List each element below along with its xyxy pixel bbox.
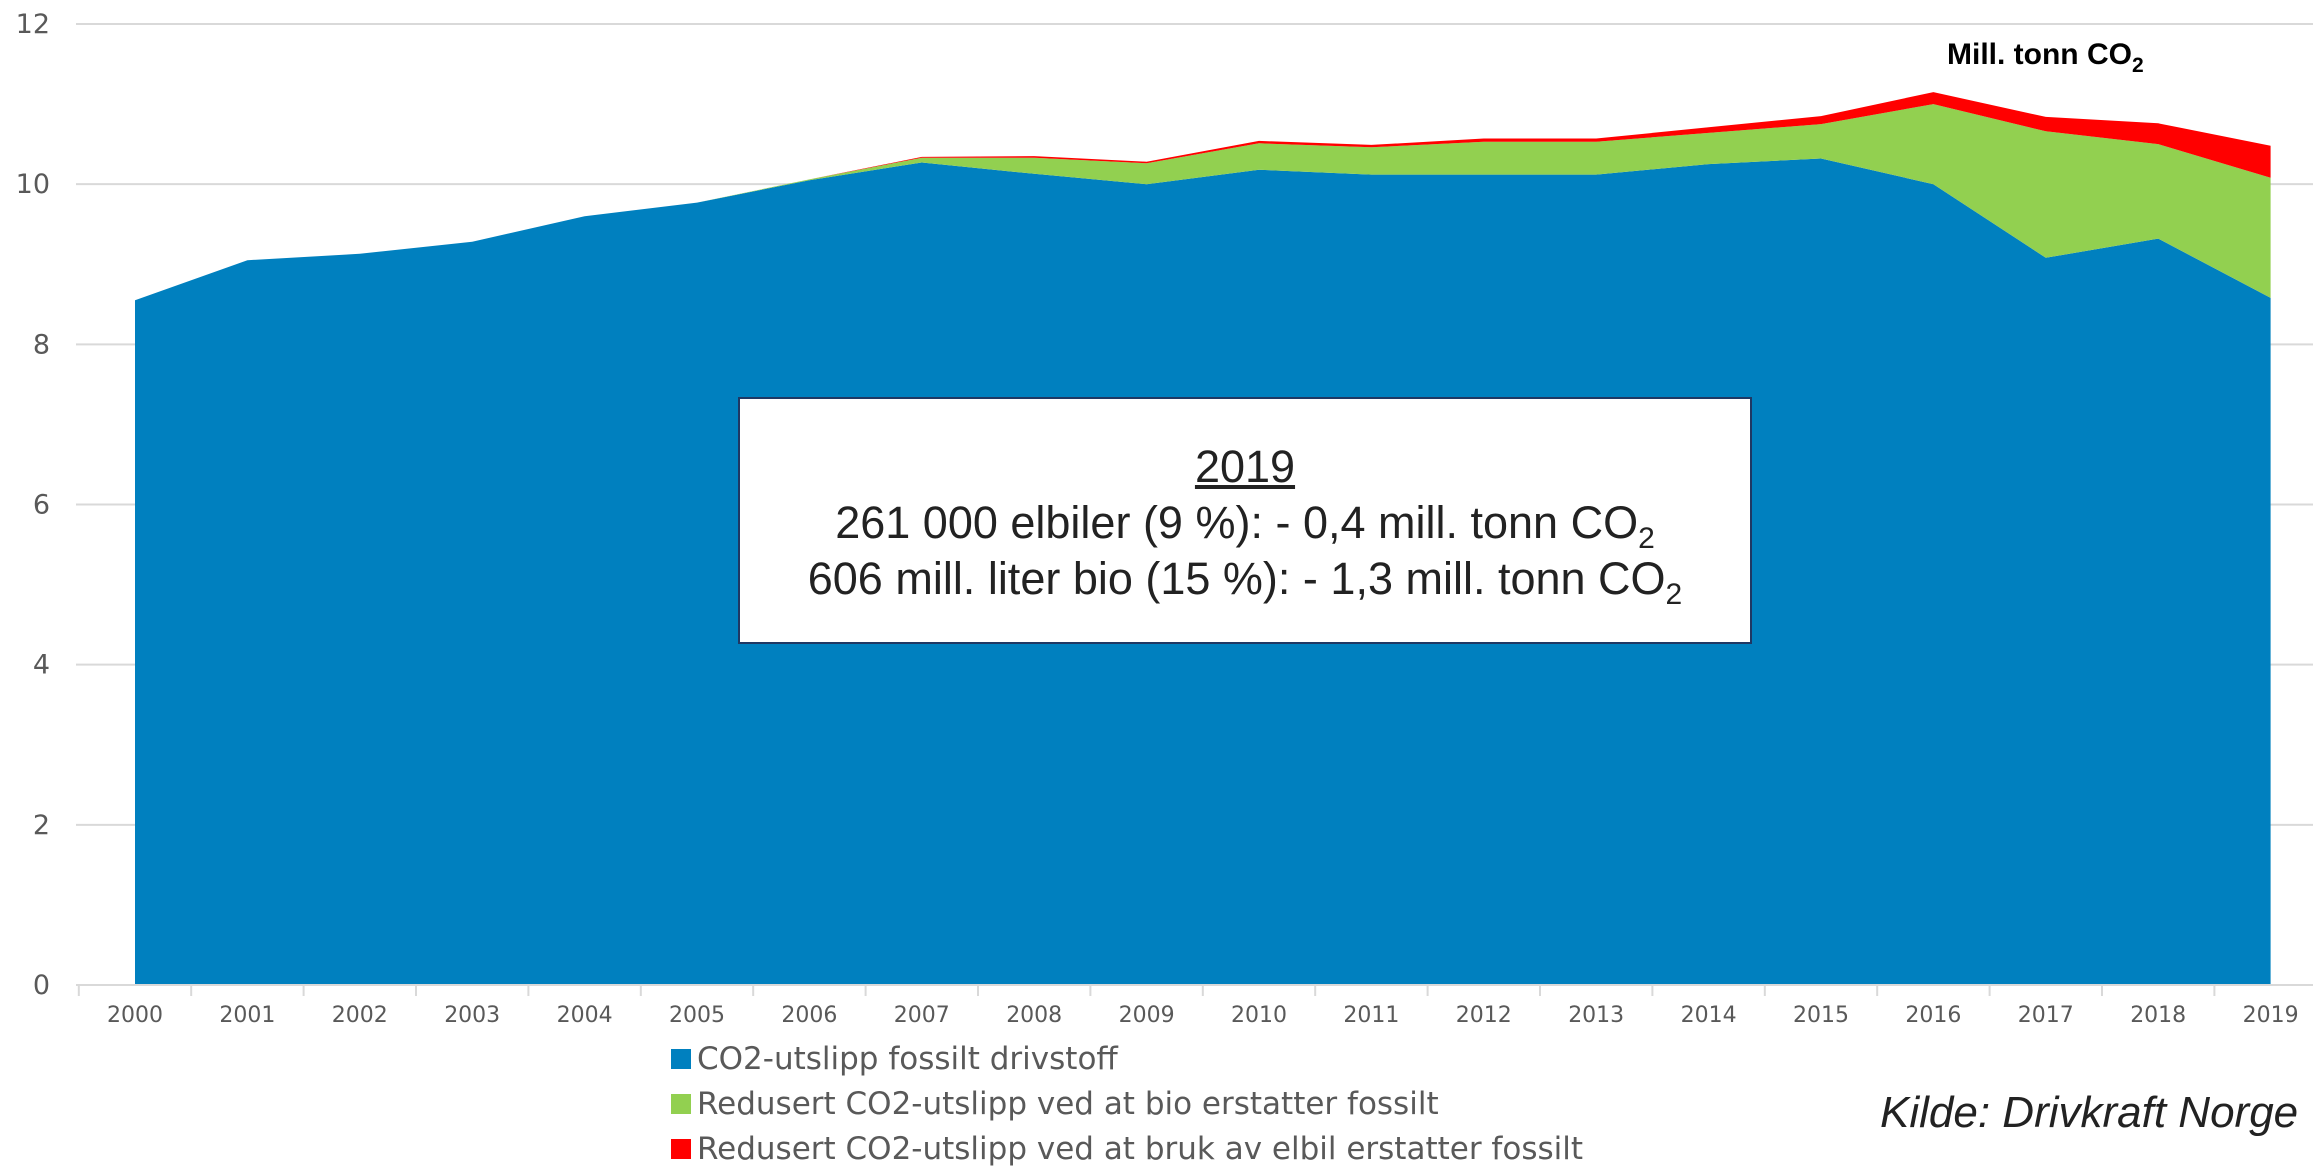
x-tick-label: 2011 [1343, 1003, 1399, 1028]
y-tick-label: 12 [16, 9, 50, 40]
annotation-line-2: 606 mill. liter bio (15 %): - 1,3 mill. … [807, 553, 1683, 611]
x-tick-label: 2015 [1793, 1003, 1849, 1028]
y-tick-label: 4 [33, 650, 50, 681]
x-tick-label: 2018 [2130, 1003, 2186, 1028]
x-tick-label: 2012 [1456, 1003, 1512, 1028]
x-tick-label: 2009 [1119, 1003, 1175, 1028]
legend-label-elbil: Redusert CO2-utslipp ved at bruk av elbi… [697, 1130, 1583, 1167]
y-tick-label: 0 [33, 970, 50, 1001]
legend-item-bio: Redusert CO2-utslipp ved at bio erstatte… [671, 1081, 1583, 1126]
x-tick-label: 2019 [2243, 1003, 2299, 1028]
x-tick-label: 2005 [669, 1003, 725, 1028]
x-tick-label: 2013 [1568, 1003, 1624, 1028]
legend-swatch-fossil [671, 1048, 691, 1069]
legend-swatch-bio [671, 1093, 691, 1114]
x-tick-label: 2014 [1681, 1003, 1737, 1028]
legend-label-fossil: CO2-utslipp fossilt drivstoff [697, 1040, 1118, 1077]
x-tick-label: 2016 [1905, 1003, 1961, 1028]
x-tick-label: 2008 [1006, 1003, 1062, 1028]
annotation-box: 2019 261 000 elbiler (9 %): - 0,4 mill. … [738, 397, 1752, 644]
x-tick-label: 2002 [332, 1003, 388, 1028]
legend-label-bio: Redusert CO2-utslipp ved at bio erstatte… [697, 1085, 1439, 1122]
legend-item-fossil: CO2-utslipp fossilt drivstoff [671, 1036, 1583, 1081]
legend: CO2-utslipp fossilt drivstoff Redusert C… [671, 1036, 1583, 1171]
x-tick-label: 2010 [1231, 1003, 1287, 1028]
y-axis-ticks: 0 2 4 6 8 10 12 [16, 9, 50, 1001]
annotation-line-1: 261 000 elbiler (9 %): - 0,4 mill. tonn … [835, 497, 1655, 555]
x-tick-label: 2000 [107, 1003, 163, 1028]
unit-label: Mill. tonn CO2 [1947, 38, 2144, 77]
y-tick-label: 10 [16, 169, 50, 200]
y-tick-label: 8 [33, 329, 50, 360]
y-tick-label: 2 [33, 810, 50, 841]
annotation-year: 2019 [1194, 441, 1296, 492]
area-series-1 [135, 104, 2271, 301]
x-axis-ticks: 2000 2001 2002 2003 2004 2005 2006 2007 2008 2009… [107, 1003, 2299, 1028]
x-tick-label: 2003 [444, 1003, 500, 1028]
legend-swatch-elbil [671, 1138, 691, 1159]
x-tick-label: 2004 [557, 1003, 613, 1028]
x-tick-label: 2001 [219, 1003, 275, 1028]
source-label: Kilde: Drivkraft Norge [1880, 1088, 2299, 1137]
x-tick-label: 2017 [2018, 1003, 2074, 1028]
legend-item-elbil: Redusert CO2-utslipp ved at bruk av elbi… [671, 1126, 1583, 1171]
x-tick-label: 2007 [894, 1003, 950, 1028]
y-tick-label: 6 [33, 490, 50, 521]
x-axis [76, 984, 2313, 996]
x-tick-label: 2006 [781, 1003, 837, 1028]
